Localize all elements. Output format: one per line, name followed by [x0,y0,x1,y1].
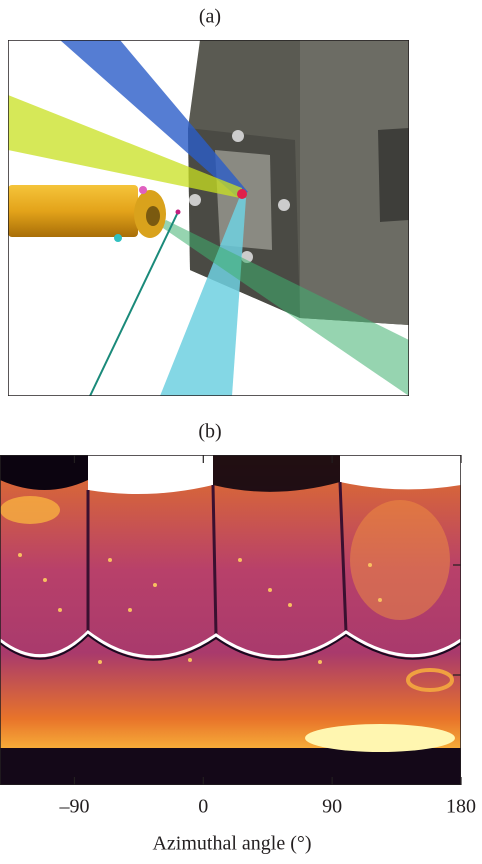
panel-label: (b) [198,421,221,443]
render-3d [8,40,409,396]
figure: (a) (b) [0,0,482,859]
x-tick-label: 0 [198,796,208,818]
x-tick-label: 90 [322,796,342,818]
panel-label: (a) [199,6,221,28]
x-tick-label: 180 [446,796,476,818]
x-tick-label: –90 [58,796,89,818]
x-axis-label: Azimuthal angle (°) [152,833,311,855]
detector-image [0,455,461,785]
